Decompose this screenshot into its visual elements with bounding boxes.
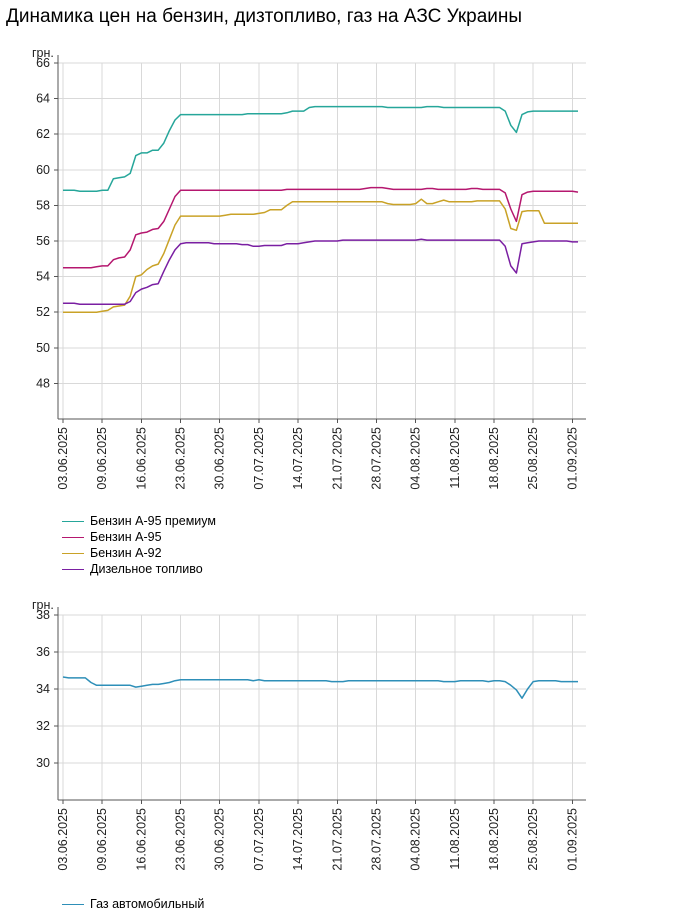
y-tick-label: 36 (36, 645, 50, 659)
x-tick-label: 04.08.2025 (409, 427, 423, 490)
x-tick-label: 09.06.2025 (95, 808, 109, 871)
x-tick-label: 28.07.2025 (369, 808, 383, 871)
series-line-бензин-а-95 (63, 186, 579, 269)
x-tick-label: 21.07.2025 (330, 427, 344, 490)
y-tick-label: 38 (36, 608, 50, 622)
unit-label: грн. (32, 598, 54, 612)
legend-item[interactable]: Бензин А-95 (62, 529, 216, 545)
y-tick-label: 66 (36, 56, 50, 70)
y-tick-label: 48 (36, 376, 50, 390)
x-tick-label: 01.09.2025 (565, 427, 579, 490)
y-tick-label: 52 (36, 305, 50, 319)
legend-label: Бензин А-95 (90, 530, 162, 544)
gas-price-legend: Газ автомобильный (62, 896, 204, 912)
y-tick-label: 32 (36, 719, 50, 733)
x-tick-label: 18.08.2025 (487, 427, 501, 490)
y-tick-label: 34 (36, 682, 50, 696)
x-tick-label: 14.07.2025 (291, 808, 305, 871)
x-tick-label: 03.06.2025 (56, 808, 70, 871)
x-tick-label: 30.06.2025 (213, 808, 227, 871)
x-tick-label: 03.06.2025 (56, 427, 70, 490)
x-tick-label: 14.07.2025 (291, 427, 305, 490)
x-tick-label: 11.08.2025 (448, 427, 462, 489)
series-line-газ-автомобильный (62, 676, 578, 699)
legend-item[interactable]: Газ автомобильный (62, 896, 204, 912)
unit-label: грн. (32, 46, 54, 60)
x-tick-label: 25.08.2025 (526, 808, 540, 871)
x-tick-label: 16.06.2025 (134, 427, 148, 490)
x-tick-label: 25.08.2025 (526, 427, 540, 490)
series-line-бензин-а-92 (63, 198, 578, 313)
x-tick-label: 23.06.2025 (174, 808, 188, 871)
x-tick-label: 11.08.2025 (448, 808, 462, 870)
legend-item[interactable]: Дизельное топливо (62, 561, 216, 577)
x-tick-label: 18.08.2025 (487, 808, 501, 871)
legend-item[interactable]: Бензин А-95 премиум (62, 513, 216, 529)
y-tick-label: 56 (36, 234, 50, 248)
legend-swatch (62, 520, 84, 522)
y-tick-label: 30 (36, 756, 50, 770)
series-line-дизельное-топливо (63, 238, 578, 305)
legend-swatch (62, 552, 84, 554)
x-tick-label: 28.07.2025 (369, 427, 383, 490)
y-tick-label: 64 (36, 92, 50, 106)
x-tick-label: 30.06.2025 (213, 427, 227, 490)
x-tick-label: 04.08.2025 (409, 808, 423, 871)
y-tick-label: 54 (36, 270, 50, 284)
x-tick-label: 16.06.2025 (134, 808, 148, 871)
legend-label: Газ автомобильный (90, 897, 205, 911)
y-tick-label: 58 (36, 198, 50, 212)
x-tick-label: 21.07.2025 (330, 808, 344, 871)
legend-label: Дизельное топливо (90, 562, 203, 576)
legend-swatch (62, 536, 84, 538)
legend-label: Бензин А-92 (90, 546, 162, 560)
x-tick-label: 07.07.2025 (252, 427, 266, 490)
x-tick-label: 23.06.2025 (174, 427, 188, 490)
x-tick-label: 01.09.2025 (565, 808, 579, 871)
y-tick-label: 62 (36, 127, 50, 141)
legend-swatch (62, 568, 84, 570)
legend-item[interactable]: Бензин А-92 (62, 545, 216, 561)
fuel-price-chart: грн. 48 50 52 54 56 58 60 62 64 66 03.06.2025 09.06.… (32, 46, 586, 490)
gas-price-chart: грн. 30 32 34 36 38 03.06.2025 09.06.2025 16.06.… (32, 598, 586, 871)
y-tick-label: 60 (36, 163, 50, 177)
legend-label: Бензин А-95 премиум (90, 514, 216, 528)
y-tick-label: 50 (36, 341, 50, 355)
x-tick-label: 07.07.2025 (252, 808, 266, 871)
fuel-price-legend: Бензин А-95 премиум Бензин А-95 Бензин А-9… (62, 513, 216, 577)
series-line-бензин-а-95-премиум (63, 105, 578, 192)
page-title: Динамика цен на бензин, дизтопливо, газ … (6, 6, 523, 27)
legend-swatch (62, 903, 84, 905)
x-tick-label: 09.06.2025 (95, 427, 109, 490)
